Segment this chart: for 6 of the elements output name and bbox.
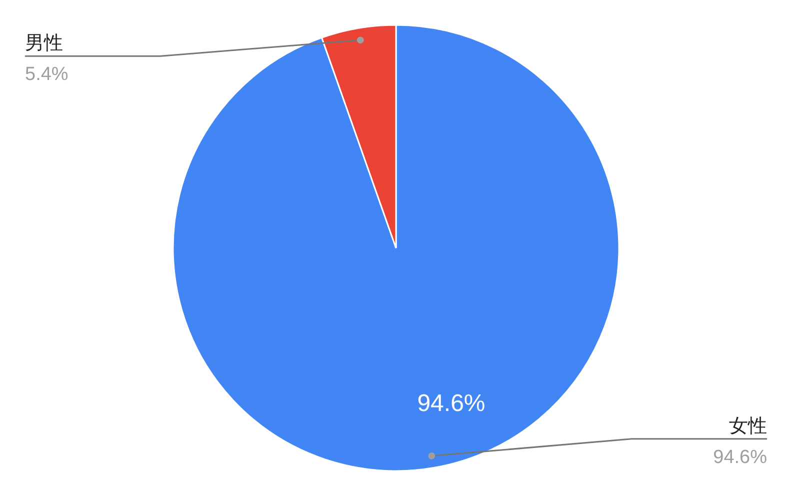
slice-label: 男性 — [25, 33, 63, 54]
slice-label: 女性 — [729, 416, 767, 437]
pie-slice — [172, 24, 620, 472]
data-label: 94.6% — [713, 446, 768, 468]
data-label: 5.4% — [25, 64, 68, 86]
text: 94.6% — [417, 390, 486, 417]
